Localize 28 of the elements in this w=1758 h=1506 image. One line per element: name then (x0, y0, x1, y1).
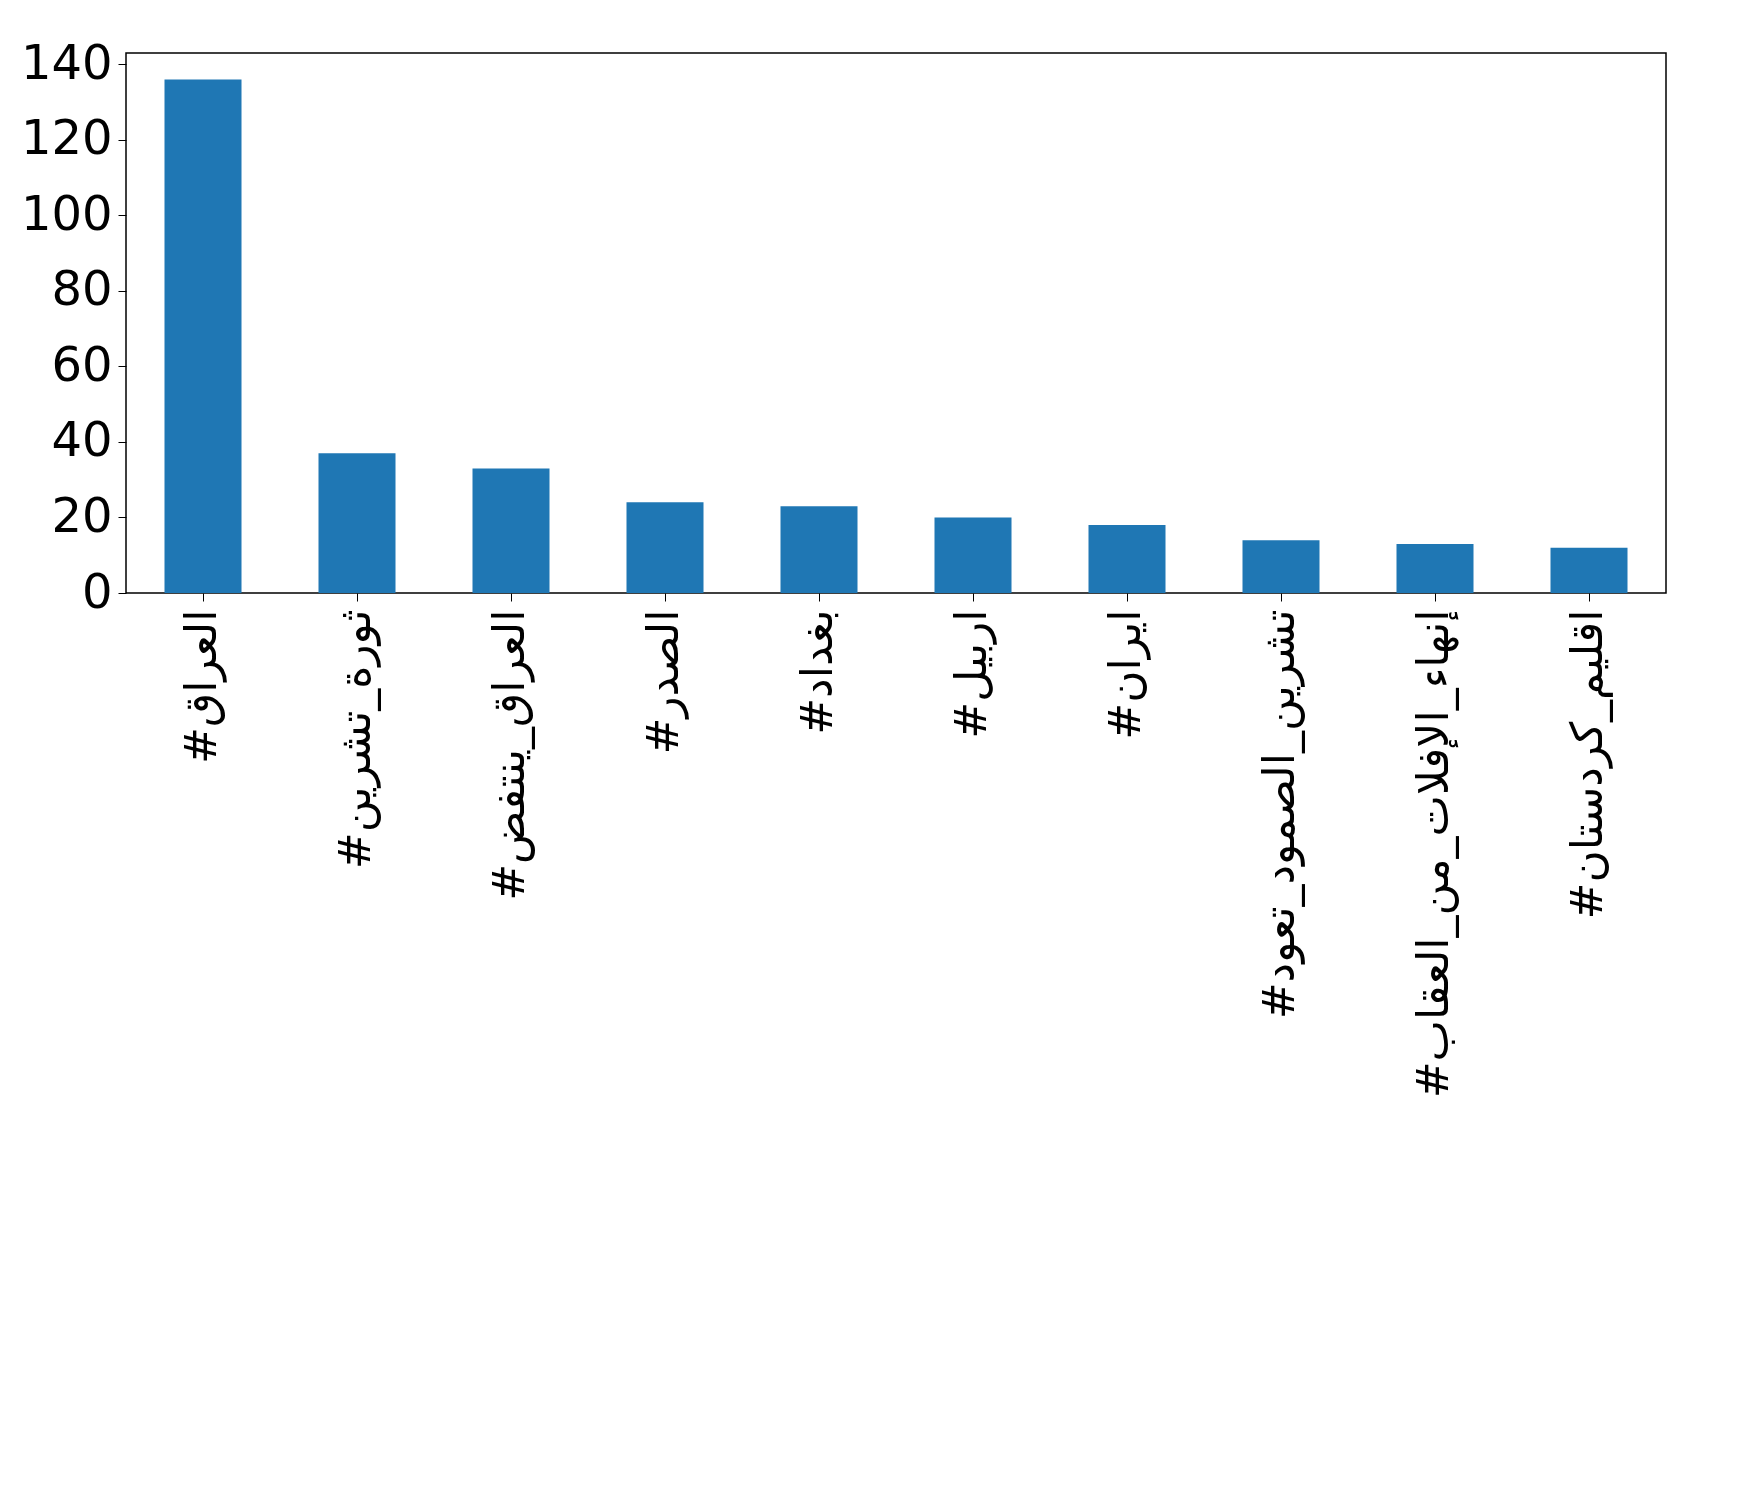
bar (934, 517, 1012, 593)
x-tick-label: #إنهاء_الإفلات_من_العقاب (1407, 609, 1459, 1099)
bar (780, 506, 858, 593)
y-tick-label: 40 (51, 411, 113, 468)
bar (472, 468, 550, 593)
x-tick-label: #العراق_ينتفض (483, 609, 535, 901)
x-tick-label: #بغداد (791, 609, 842, 735)
bar (626, 502, 704, 593)
x-tick-label: #الصدر (637, 609, 689, 755)
bar (1396, 543, 1474, 593)
y-tick-label: 120 (20, 109, 113, 166)
y-tick-label: 20 (51, 486, 113, 543)
bar (1088, 525, 1166, 593)
x-tick-label: #العراق (175, 609, 227, 764)
x-tick-label: #ثورة_تشرين (329, 609, 381, 870)
x-tick-label: #تشرين_الصمود_تعود (1253, 609, 1305, 1020)
x-tick-label: #اربيل (945, 609, 997, 739)
y-tick-label: 100 (20, 184, 113, 241)
x-tick-label: #اقليم_كردستان (1561, 609, 1613, 920)
y-tick-label: 140 (20, 33, 113, 90)
y-tick-label: 60 (51, 335, 113, 392)
bar (1242, 540, 1320, 593)
y-tick-label: 80 (51, 260, 113, 317)
bar (1550, 547, 1628, 593)
bar (318, 453, 396, 593)
bar (164, 79, 242, 593)
x-tick-label: #ايران (1099, 609, 1151, 740)
y-tick-label: 0 (81, 562, 113, 619)
